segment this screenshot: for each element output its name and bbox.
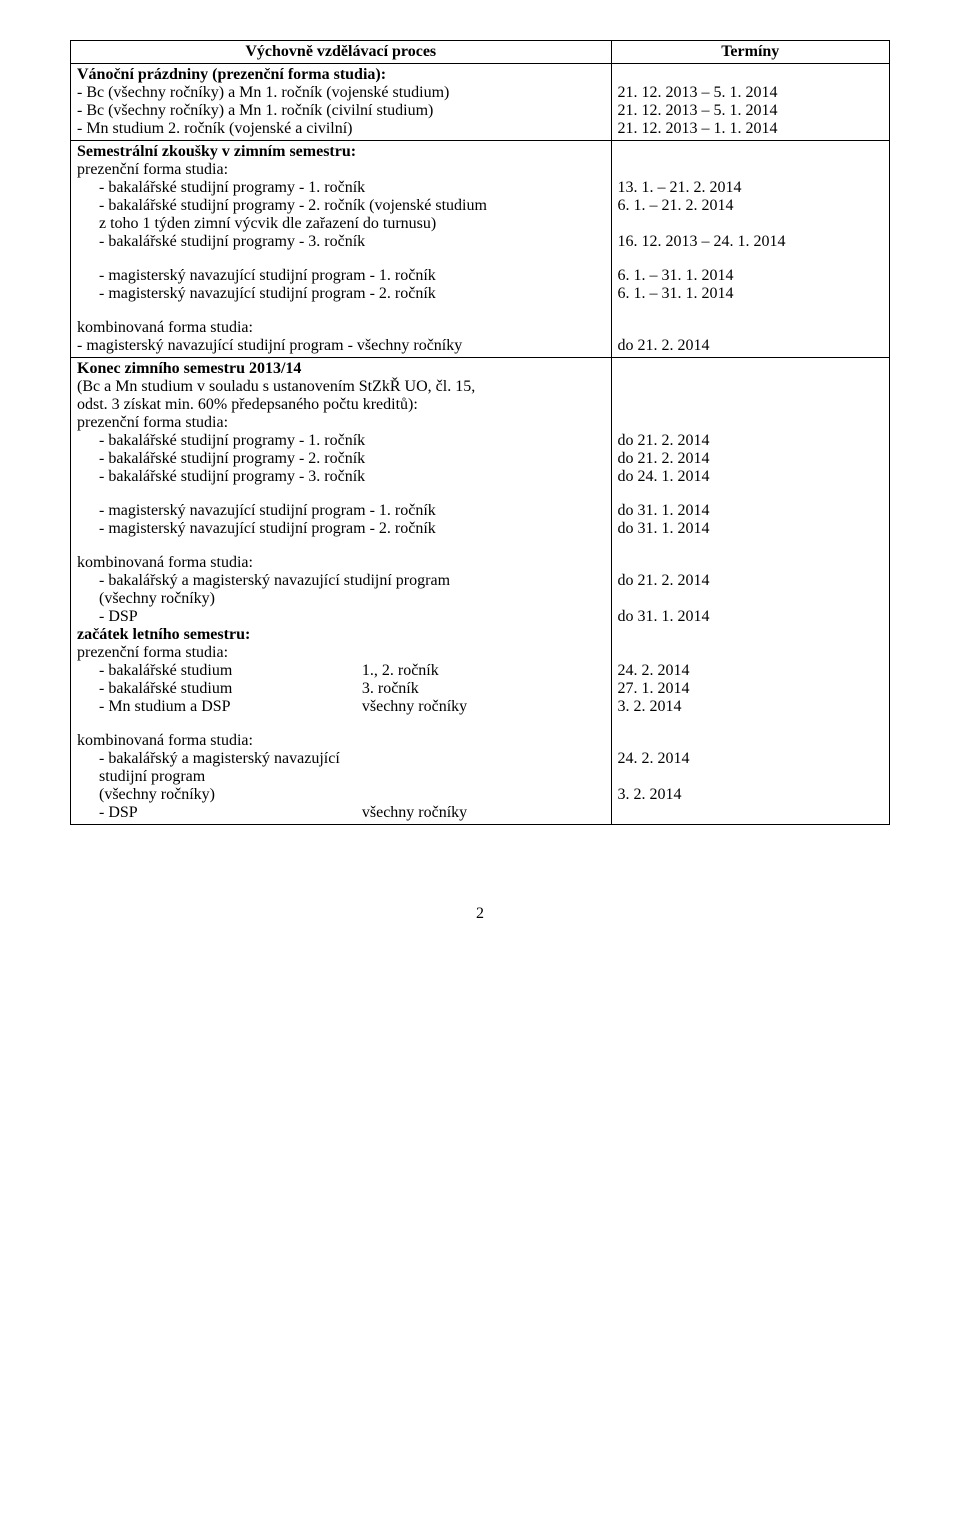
cell-right: 21. 12. 2013 – 5. 1. 2014 21. 12. 2013 –… [611, 64, 889, 141]
cell3-title: Konec zimního semestru 2013/14 [77, 360, 605, 378]
cell3-line: - magisterský navazující studijní progra… [77, 520, 605, 538]
cell3-line: - DSP [77, 608, 605, 626]
cell3-col-b: všechny ročníky [362, 804, 605, 822]
cell2-line: - magisterský navazující studijní progra… [77, 285, 605, 303]
cell3-col-a: - DSP [99, 804, 362, 822]
page-number: 2 [70, 905, 890, 923]
cell-left: Konec zimního semestru 2013/14 (Bc a Mn … [71, 358, 612, 825]
cell1-title: Vánoční prázdniny (prezenční forma studi… [77, 66, 605, 84]
main-table: Výchovně vzdělávací proces Termíny Vánoč… [70, 40, 890, 825]
cell3-date: do 21. 2. 2014 [618, 432, 883, 450]
cell3-col-a: - bakalářské studium [99, 680, 362, 698]
cell3-line: (Bc a Mn studium v souladu s ustanovením… [77, 378, 605, 396]
cell2-date: 13. 1. – 21. 2. 2014 [618, 179, 883, 197]
cell3-col-a: - bakalářský a magisterský navazující st… [99, 750, 362, 786]
cell2-sub: kombinovaná forma studia: [77, 319, 605, 337]
cell-right: 13. 1. – 21. 2. 2014 6. 1. – 21. 2. 2014… [611, 141, 889, 358]
cell2-title: Semestrální zkoušky v zimním semestru: [77, 143, 605, 161]
cell1-date: 21. 12. 2013 – 5. 1. 2014 [618, 84, 883, 102]
cell3-sub: prezenční forma studia: [77, 644, 605, 662]
cell2-line: - magisterský navazující studijní progra… [77, 337, 605, 355]
cell3-date: do 31. 1. 2014 [618, 608, 883, 626]
cell3-line: - bakalářské studijní programy - 3. ročn… [77, 468, 605, 486]
cell3-date: do 31. 1. 2014 [618, 502, 883, 520]
cell3-threecol: - Mn studium a DSP všechny ročníky [77, 698, 605, 716]
cell2-date: do 21. 2. 2014 [618, 337, 883, 355]
cell3-date: 24. 2. 2014 [618, 662, 883, 680]
cell-right: do 21. 2. 2014 do 21. 2. 2014 do 24. 1. … [611, 358, 889, 825]
cell1-line: - Bc (všechny ročníky) a Mn 1. ročník (c… [77, 102, 605, 120]
cell3-date: 3. 2. 2014 [618, 786, 883, 804]
cell3-date: do 24. 1. 2014 [618, 468, 883, 486]
cell3-col-b: 1., 2. ročník [362, 662, 605, 680]
cell2-date: 6. 1. – 21. 2. 2014 [618, 197, 883, 215]
cell2-line: - bakalářské studijní programy - 3. ročn… [77, 233, 605, 251]
cell2-date: 16. 12. 2013 – 24. 1. 2014 [618, 233, 883, 251]
cell3-col-a: - bakalářské studium [99, 662, 362, 680]
cell2-line: - magisterský navazující studijní progra… [77, 267, 605, 285]
cell2-date: 6. 1. – 31. 1. 2014 [618, 285, 883, 303]
cell1-date: 21. 12. 2013 – 5. 1. 2014 [618, 102, 883, 120]
cell1-date: 21. 12. 2013 – 1. 1. 2014 [618, 120, 883, 138]
table-header-row: Výchovně vzdělávací proces Termíny [71, 41, 890, 64]
cell3-sub: prezenční forma studia: [77, 414, 605, 432]
cell3-col-b: 3. ročník [362, 680, 605, 698]
cell3-threecol: - bakalářské studium 3. ročník [77, 680, 605, 698]
header-right: Termíny [611, 41, 889, 64]
table-row: Konec zimního semestru 2013/14 (Bc a Mn … [71, 358, 890, 825]
cell2-date: 6. 1. – 31. 1. 2014 [618, 267, 883, 285]
cell3-date: do 31. 1. 2014 [618, 520, 883, 538]
header-left: Výchovně vzdělávací proces [71, 41, 612, 64]
page: Výchovně vzdělávací proces Termíny Vánoč… [0, 0, 960, 953]
cell3-col-b [362, 786, 605, 804]
cell3-line: - bakalářský a magisterský navazující st… [77, 572, 605, 590]
cell3-line: - magisterský navazující studijní progra… [77, 502, 605, 520]
cell3-date: do 21. 2. 2014 [618, 450, 883, 468]
cell3-col-b: všechny ročníky [362, 698, 605, 716]
cell3-threecol: - bakalářské studium 1., 2. ročník [77, 662, 605, 680]
cell3-line: odst. 3 získat min. 60% předepsaného poč… [77, 396, 605, 414]
cell3-line: - bakalářské studijní programy - 1. ročn… [77, 432, 605, 450]
cell2-line: - bakalářské studijní programy - 2. ročn… [77, 197, 605, 215]
cell3-sub: kombinovaná forma studia: [77, 554, 605, 572]
cell1-line: - Mn studium 2. ročník (vojenské a civil… [77, 120, 605, 138]
cell-left: Vánoční prázdniny (prezenční forma studi… [71, 64, 612, 141]
cell3-col-a: (všechny ročníky) [99, 786, 362, 804]
cell3-title2: začátek letního semestru: [77, 626, 605, 644]
cell2-line: z toho 1 týden zimní výcvik dle zařazení… [77, 215, 605, 233]
table-row: Vánoční prázdniny (prezenční forma studi… [71, 64, 890, 141]
cell3-date: 27. 1. 2014 [618, 680, 883, 698]
cell2-sub: prezenční forma studia: [77, 161, 605, 179]
cell3-date: 24. 2. 2014 [618, 750, 883, 768]
cell3-date: 3. 2. 2014 [618, 698, 883, 716]
cell3-date: do 21. 2. 2014 [618, 572, 883, 590]
cell3-col-a: - Mn studium a DSP [99, 698, 362, 716]
cell3-threecol: - DSP všechny ročníky [77, 804, 605, 822]
cell2-line: - bakalářské studijní programy - 1. ročn… [77, 179, 605, 197]
cell3-threecol: - bakalářský a magisterský navazující st… [77, 750, 605, 786]
cell1-line: - Bc (všechny ročníky) a Mn 1. ročník (v… [77, 84, 605, 102]
cell3-col-b [362, 750, 605, 786]
table-row: Semestrální zkoušky v zimním semestru: p… [71, 141, 890, 358]
cell-left: Semestrální zkoušky v zimním semestru: p… [71, 141, 612, 358]
cell3-line: (všechny ročníky) [77, 590, 605, 608]
cell3-threecol: (všechny ročníky) [77, 786, 605, 804]
cell3-sub: kombinovaná forma studia: [77, 732, 605, 750]
cell3-line: - bakalářské studijní programy - 2. ročn… [77, 450, 605, 468]
